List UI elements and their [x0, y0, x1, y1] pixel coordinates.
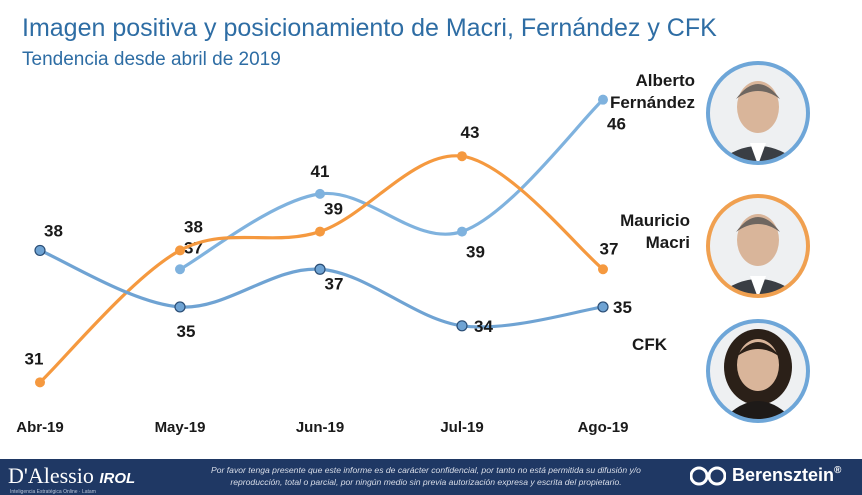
- portrait-label-line2: CFK: [632, 335, 667, 354]
- data-label-fernandez: 46: [607, 115, 626, 134]
- portrait-macri: [706, 194, 810, 298]
- x-tick-label: Abr-19: [16, 419, 64, 436]
- chart-title: Imagen positiva y posicionamiento de Mac…: [22, 14, 717, 42]
- data-point-cfk: [456, 320, 468, 332]
- data-point-macri: [598, 264, 608, 275]
- data-label-macri: 43: [461, 123, 480, 142]
- portrait-label-line1: Alberto: [635, 71, 696, 90]
- data-label-cfk: 34: [474, 317, 493, 336]
- confidentiality-note: Por favor tenga presente que este inform…: [196, 464, 656, 488]
- note-line-2: reproducción, total o parcial, por ningú…: [230, 477, 622, 487]
- berensztein-mark-icon: [690, 466, 726, 486]
- data-label-fernandez: 41: [311, 162, 330, 181]
- series-line-cfk: [38, 248, 605, 329]
- logo-suffix: IROL: [99, 470, 136, 487]
- x-tick-label: May-19: [155, 419, 206, 436]
- data-label-cfk: 38: [44, 221, 63, 240]
- logo-registered-mark: ®: [834, 465, 842, 476]
- data-point-cfk: [34, 244, 46, 257]
- portrait-label-cfk: CFK: [575, 334, 667, 356]
- dalessio-irol-logo: D'Alessio IROL Inteligencia Estratégica …: [8, 463, 136, 495]
- x-tick-label: Jun-19: [296, 419, 344, 436]
- data-point-fernandez: [175, 264, 185, 275]
- note-line-1: Por favor tenga presente que este inform…: [211, 465, 641, 475]
- data-label-fernandez: 39: [466, 243, 485, 262]
- portrait-label-fernandez: Alberto Fernández: [575, 70, 695, 114]
- data-point-cfk: [314, 263, 326, 275]
- data-point-cfk: [597, 301, 609, 313]
- data-label-macri: 31: [25, 349, 44, 368]
- series-line-fernandez: [178, 98, 605, 271]
- data-label-macri: 39: [324, 200, 343, 219]
- x-tick-label: Jul-19: [440, 419, 483, 436]
- data-point-fernandez: [457, 226, 467, 237]
- data-label-cfk: 35: [613, 298, 632, 317]
- data-label-cfk: 35: [177, 322, 196, 341]
- portrait-label-line1: Mauricio: [620, 211, 690, 230]
- data-point-fernandez: [598, 94, 608, 105]
- data-label-cfk: 37: [325, 274, 344, 293]
- data-point-macri: [175, 245, 185, 256]
- data-point-macri: [457, 151, 467, 162]
- portrait-label-line2: Macri: [645, 233, 690, 252]
- logo-text: D'Alessio: [8, 463, 94, 488]
- data-point-macri: [315, 226, 325, 237]
- data-label-macri: 37: [600, 239, 619, 258]
- x-tick-label: Ago-19: [578, 419, 629, 436]
- data-point-macri: [35, 377, 45, 388]
- data-point-cfk: [174, 301, 186, 313]
- berensztein-logo: Berensztein®: [690, 465, 841, 486]
- portrait-cfk: [706, 319, 810, 423]
- footer-bar: D'Alessio IROL Inteligencia Estratégica …: [0, 459, 862, 495]
- chart-subtitle: Tendencia desde abril de 2019: [22, 49, 281, 70]
- logo-text: Berensztein: [732, 465, 835, 485]
- data-label-macri: 38: [184, 217, 203, 236]
- portrait-fernandez: [706, 61, 810, 165]
- portrait-label-macri: Mauricio Macri: [575, 210, 690, 254]
- logo-tagline: Inteligencia Estratégica Online · Latam: [10, 489, 96, 495]
- portrait-label-line2: Fernández: [609, 93, 695, 112]
- data-point-fernandez: [315, 188, 325, 199]
